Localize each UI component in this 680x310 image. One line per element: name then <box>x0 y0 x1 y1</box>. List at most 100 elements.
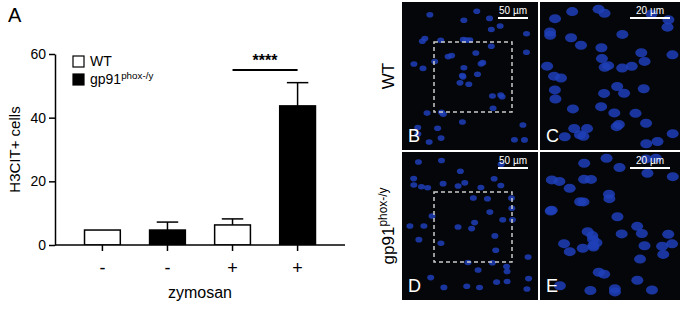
nucleus <box>455 224 462 230</box>
row-label: gp91phox-/y <box>376 188 398 265</box>
nucleus <box>440 285 447 291</box>
y-tick-mark <box>49 245 55 247</box>
zoom-box <box>434 42 512 112</box>
nucleus <box>523 286 530 292</box>
nucleus <box>419 66 426 72</box>
nucleus <box>626 62 638 71</box>
nucleus <box>493 279 500 285</box>
x-tick-mark <box>102 245 104 251</box>
x-tick: + <box>292 245 303 278</box>
panel-letter: A <box>8 4 22 26</box>
nucleus <box>460 65 467 71</box>
nucleus <box>523 31 530 37</box>
nucleus <box>519 122 526 128</box>
significance-bracket <box>233 69 298 71</box>
bar <box>215 225 251 245</box>
nucleus <box>549 14 561 23</box>
nucleus <box>565 33 577 42</box>
nucleus <box>598 270 610 279</box>
y-tick-label: 0 <box>38 237 46 253</box>
x-axis-title: zymosan <box>168 284 232 301</box>
nucleus <box>608 108 620 117</box>
y-tick-mark <box>49 117 55 119</box>
nucleus <box>586 231 598 240</box>
error-cap <box>287 82 308 84</box>
nucleus <box>521 137 528 143</box>
nucleus <box>598 89 610 98</box>
nucleus <box>426 12 433 18</box>
nucleus <box>666 50 678 59</box>
scale-bar-label: 20 µm <box>636 5 664 16</box>
nucleus <box>463 283 470 289</box>
nucleus <box>504 279 511 285</box>
nucleus <box>566 7 578 16</box>
nucleus <box>459 73 466 79</box>
error-bar <box>287 83 308 106</box>
nucleus <box>639 57 651 66</box>
nucleus <box>492 247 499 253</box>
nucleus <box>544 31 556 40</box>
nucleus <box>473 8 480 14</box>
nucleus <box>599 63 611 72</box>
zoom-box <box>434 192 512 262</box>
nucleus <box>511 137 518 143</box>
image-panel: 20 µm E <box>540 152 680 300</box>
error-cap <box>222 218 243 220</box>
nucleus <box>631 276 643 285</box>
nucleus <box>609 287 621 296</box>
x-tick-mark <box>232 245 234 251</box>
nucleus <box>497 183 504 189</box>
nucleus <box>497 92 504 98</box>
y-tick-label: 40 <box>30 110 46 126</box>
nucleus <box>611 212 623 221</box>
nucleus <box>472 50 479 56</box>
nucleus <box>410 176 417 182</box>
nucleus <box>499 217 506 223</box>
panel-letter: B <box>408 126 420 146</box>
legend-swatch <box>73 74 84 85</box>
nucleus <box>553 177 565 186</box>
nucleus <box>578 159 590 168</box>
nucleus <box>549 85 561 94</box>
x-tick: - <box>164 245 170 278</box>
nucleus <box>549 94 561 103</box>
nucleus <box>603 190 615 199</box>
nucleus <box>497 23 504 29</box>
row-label: WT <box>379 63 398 89</box>
nucleus <box>421 36 428 42</box>
micrograph <box>402 152 538 300</box>
nucleus <box>646 285 658 294</box>
y-tick: 60 <box>30 46 55 62</box>
error-bar <box>157 222 178 230</box>
nucleus <box>410 61 417 67</box>
nucleus <box>484 196 491 202</box>
scale-bar-label: 20 µm <box>636 155 664 166</box>
nucleus <box>523 49 530 55</box>
plot-area <box>85 83 316 245</box>
nucleus <box>474 71 481 77</box>
legend-label: WT <box>90 53 112 69</box>
nucleus <box>662 230 674 239</box>
x-axis-line <box>55 244 345 246</box>
nucleus <box>656 242 668 251</box>
x-tick-label: + <box>292 258 303 278</box>
y-tick-mark <box>49 54 55 56</box>
nucleus <box>595 43 607 52</box>
error-stem <box>167 222 169 230</box>
nucleus <box>424 110 431 116</box>
panel-letter: E <box>546 276 558 296</box>
nucleus <box>525 276 532 282</box>
nucleus <box>611 122 623 131</box>
y-tick: 20 <box>30 173 55 189</box>
bar <box>280 106 316 245</box>
legend-label: gp91phox-/y <box>90 70 153 88</box>
nucleus <box>426 139 433 145</box>
nucleus <box>420 223 427 229</box>
image-panel: 50 µmD <box>402 152 538 300</box>
y-axis-title: H3CIT+ cells <box>6 106 23 192</box>
nucleus <box>525 254 532 260</box>
significance-label: **** <box>253 52 279 69</box>
nucleus <box>587 241 599 250</box>
nucleus <box>548 72 560 81</box>
nucleus <box>503 264 510 270</box>
